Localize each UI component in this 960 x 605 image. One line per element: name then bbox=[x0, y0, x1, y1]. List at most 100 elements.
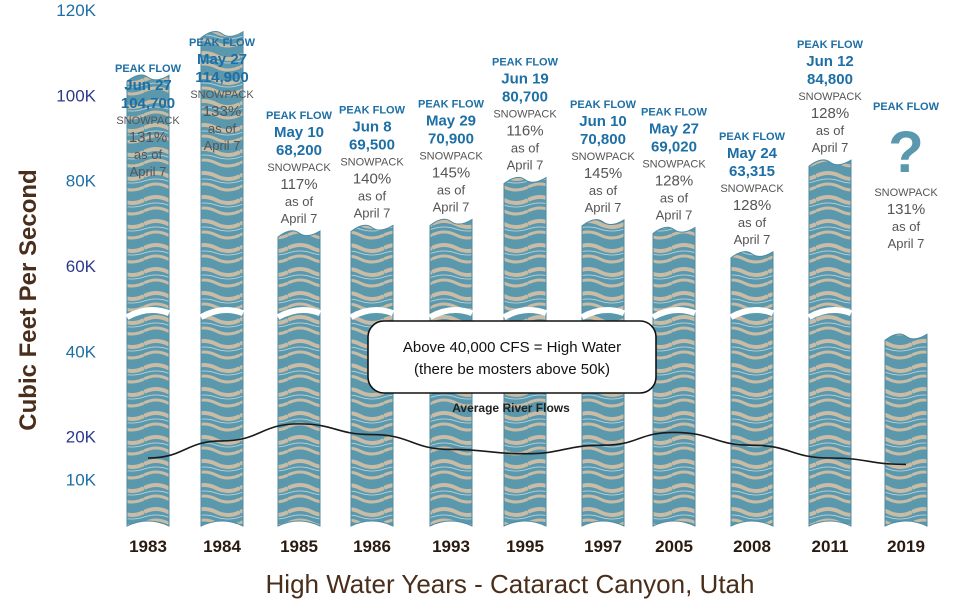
bar-wave-break bbox=[199, 307, 245, 320]
snowpack-percent: 131% bbox=[129, 129, 167, 146]
peak-flow-label: PEAK FLOW bbox=[189, 37, 256, 49]
snowpack-percent: 117% bbox=[280, 176, 317, 193]
snowpack-label: SNOWPACK bbox=[720, 183, 784, 195]
as-of-label: as of bbox=[285, 194, 314, 209]
as-of-date: April 7 bbox=[130, 164, 167, 179]
bar-1983 bbox=[126, 74, 170, 527]
x-tick-label: 2011 bbox=[812, 537, 849, 556]
peak-flow-value: 70,800 bbox=[580, 131, 626, 148]
bar-2011 bbox=[808, 159, 852, 527]
as-of-label: as of bbox=[589, 183, 618, 198]
snowpack-label: SNOWPACK bbox=[798, 91, 862, 103]
peak-date: May 24 bbox=[727, 145, 778, 162]
peak-flow-label: PEAK FLOW bbox=[492, 57, 559, 69]
peak-flow-value: 69,020 bbox=[651, 139, 697, 156]
y-tick-label: 10K bbox=[66, 470, 97, 489]
as-of-label: as of bbox=[208, 121, 237, 136]
snowpack-label: SNOWPACK bbox=[419, 150, 483, 162]
annotation-line2: (there be mosters above 50k) bbox=[414, 361, 610, 378]
peak-date: Jun 8 bbox=[352, 118, 391, 135]
annotation-line1: Above 40,000 CFS = High Water bbox=[403, 339, 621, 356]
peak-flow-label: PEAK FLOW bbox=[797, 39, 864, 51]
as-of-label: as of bbox=[892, 219, 921, 234]
y-axis: 120K 100K 80K 60K 40K 20K 10K bbox=[56, 1, 96, 489]
peak-date: May 27 bbox=[649, 121, 699, 138]
snowpack-label: SNOWPACK bbox=[493, 109, 557, 121]
annotation-box bbox=[367, 320, 657, 394]
x-tick-label: 1995 bbox=[506, 537, 544, 556]
peak-flow-value: 70,900 bbox=[428, 130, 474, 147]
y-tick-label: 60K bbox=[66, 257, 97, 276]
as-of-label: as of bbox=[738, 215, 767, 230]
as-of-label: as of bbox=[816, 123, 845, 138]
bar-wave-break bbox=[651, 307, 697, 320]
as-of-date: April 7 bbox=[433, 199, 470, 214]
x-tick-label: 1993 bbox=[432, 537, 470, 556]
peak-flow-value: 63,315 bbox=[729, 163, 775, 180]
bar-wave-break bbox=[349, 307, 395, 320]
unknown-peak-mark: ? bbox=[888, 120, 923, 185]
x-axis-title: High Water Years - Cataract Canyon, Utah bbox=[266, 569, 755, 599]
y-tick-label: 40K bbox=[66, 342, 97, 361]
y-tick-label: 100K bbox=[56, 86, 96, 105]
bar-wave-break bbox=[125, 307, 171, 320]
as-of-date: April 7 bbox=[734, 232, 771, 247]
snowpack-label: SNOWPACK bbox=[190, 89, 254, 101]
average-line-label: Average River Flows bbox=[452, 401, 570, 415]
snowpack-percent: 133% bbox=[203, 103, 241, 120]
average-line-layer: Average River Flows bbox=[147, 401, 907, 466]
bar-wave-break bbox=[580, 307, 626, 320]
peak-flow-label: PEAK FLOW bbox=[266, 110, 333, 122]
bar-2005 bbox=[652, 226, 696, 527]
as-of-date: April 7 bbox=[281, 211, 318, 226]
bar-2008 bbox=[730, 250, 774, 527]
x-tick-label: 1984 bbox=[203, 537, 241, 556]
x-tick-label: 1983 bbox=[129, 537, 167, 556]
x-tick-label: 1997 bbox=[584, 537, 622, 556]
x-tick-label: 1985 bbox=[280, 537, 318, 556]
snowpack-label: SNOWPACK bbox=[571, 151, 635, 163]
y-tick-label: 20K bbox=[66, 428, 97, 447]
bar-wave-break bbox=[276, 307, 322, 320]
as-of-date: April 7 bbox=[585, 200, 622, 215]
snowpack-percent: 140% bbox=[353, 170, 391, 187]
snowpack-percent: 128% bbox=[811, 105, 849, 122]
as-of-date: April 7 bbox=[354, 205, 391, 220]
bar-wave-break bbox=[729, 307, 775, 320]
x-axis: 1983 1984 1985 1986 1993 1995 1997 2005 2008 2011… bbox=[129, 537, 925, 556]
y-tick-label: 120K bbox=[56, 1, 96, 20]
bar-1985 bbox=[277, 230, 321, 527]
average-river-flow-line bbox=[147, 423, 907, 466]
x-tick-label: 1986 bbox=[353, 537, 391, 556]
snowpack-label: SNOWPACK bbox=[642, 159, 706, 171]
peak-date: Jun 10 bbox=[579, 113, 627, 130]
snowpack-label: SNOWPACK bbox=[267, 162, 331, 174]
bar-wave-break bbox=[807, 307, 853, 320]
as-of-date: April 7 bbox=[204, 138, 241, 153]
snowpack-percent: 131% bbox=[887, 201, 925, 218]
as-of-label: as of bbox=[660, 191, 689, 206]
y-tick-label: 80K bbox=[66, 172, 97, 191]
snowpack-percent: 128% bbox=[733, 197, 771, 214]
snowpack-percent: 116% bbox=[506, 123, 543, 140]
as-of-label: as of bbox=[358, 188, 387, 203]
peak-flow-label: PEAK FLOW bbox=[339, 104, 406, 116]
peak-flow-value: 104,700 bbox=[121, 95, 175, 112]
as-of-date: April 7 bbox=[888, 236, 925, 251]
as-of-date: April 7 bbox=[812, 140, 849, 155]
peak-flow-label: PEAK FLOW bbox=[570, 99, 637, 111]
high-water-annotation: Above 40,000 CFS = High Water (there be m… bbox=[367, 320, 657, 394]
snowpack-label: SNOWPACK bbox=[116, 115, 180, 127]
peak-flow-value: 114,900 bbox=[195, 69, 248, 86]
y-axis-title: Cubic Feet Per Second bbox=[15, 169, 42, 430]
snowpack-label: SNOWPACK bbox=[340, 156, 404, 168]
x-tick-label: 2019 bbox=[887, 537, 925, 556]
peak-date: Jun 12 bbox=[806, 53, 854, 70]
peak-flow-label: PEAK FLOW bbox=[115, 63, 182, 75]
peak-flow-label: PEAK FLOW bbox=[719, 131, 786, 143]
peak-flow-label: PEAK FLOW bbox=[641, 107, 708, 119]
peak-flow-label: PEAK FLOW bbox=[873, 101, 940, 113]
peak-flow-label: PEAK FLOW bbox=[418, 98, 485, 110]
snowpack-label: SNOWPACK bbox=[874, 187, 938, 199]
